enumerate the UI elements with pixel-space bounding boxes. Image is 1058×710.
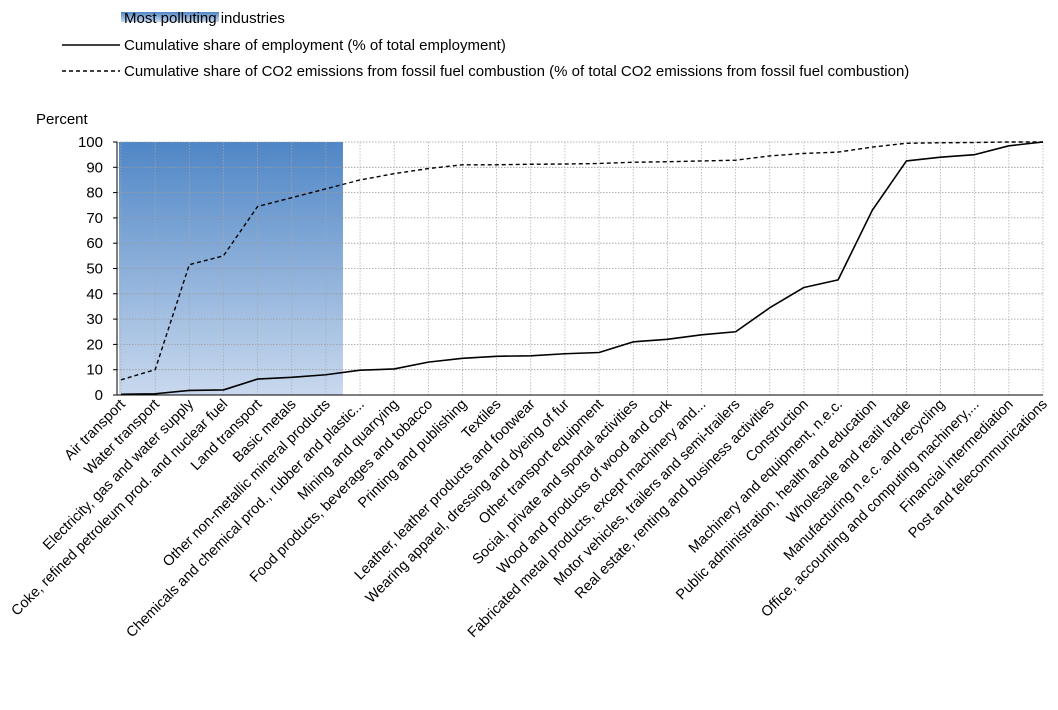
y-tick-label: 20	[86, 336, 103, 353]
y-tick-label: 90	[86, 159, 103, 176]
legend-label-highlight: Most polluting industries	[124, 10, 285, 27]
y-tick-label: 40	[86, 286, 103, 303]
y-tick-label: 80	[86, 185, 103, 202]
axes	[113, 141, 1043, 396]
series-line-co2	[120, 141, 1043, 381]
y-tick-labels: 0 10 20 30 40 50 60 70 80 90 100	[78, 134, 103, 404]
series-lines	[120, 141, 1044, 396]
legend-label-co2: Cumulative share of CO2 emissions from f…	[124, 63, 909, 80]
y-axis-label: Percent	[36, 111, 89, 128]
y-tick-label: 30	[86, 311, 103, 328]
x-tick-label: Electricity, gas and water supply	[40, 396, 198, 554]
legend-label-employment: Cumulative share of employment (% of tot…	[124, 37, 506, 54]
y-tick-label: 50	[86, 261, 103, 278]
series-line-employment	[120, 141, 1044, 396]
gridlines	[117, 141, 1044, 395]
legend: Most polluting industries Cumulative sha…	[62, 10, 909, 80]
y-tick-label: 100	[78, 134, 103, 151]
legend-swatch-highlight	[121, 12, 219, 22]
y-tick-label: 10	[86, 362, 103, 379]
y-tick-label: 70	[86, 210, 103, 227]
y-tick-label: 60	[86, 235, 103, 252]
y-tick-label: 0	[95, 387, 103, 404]
